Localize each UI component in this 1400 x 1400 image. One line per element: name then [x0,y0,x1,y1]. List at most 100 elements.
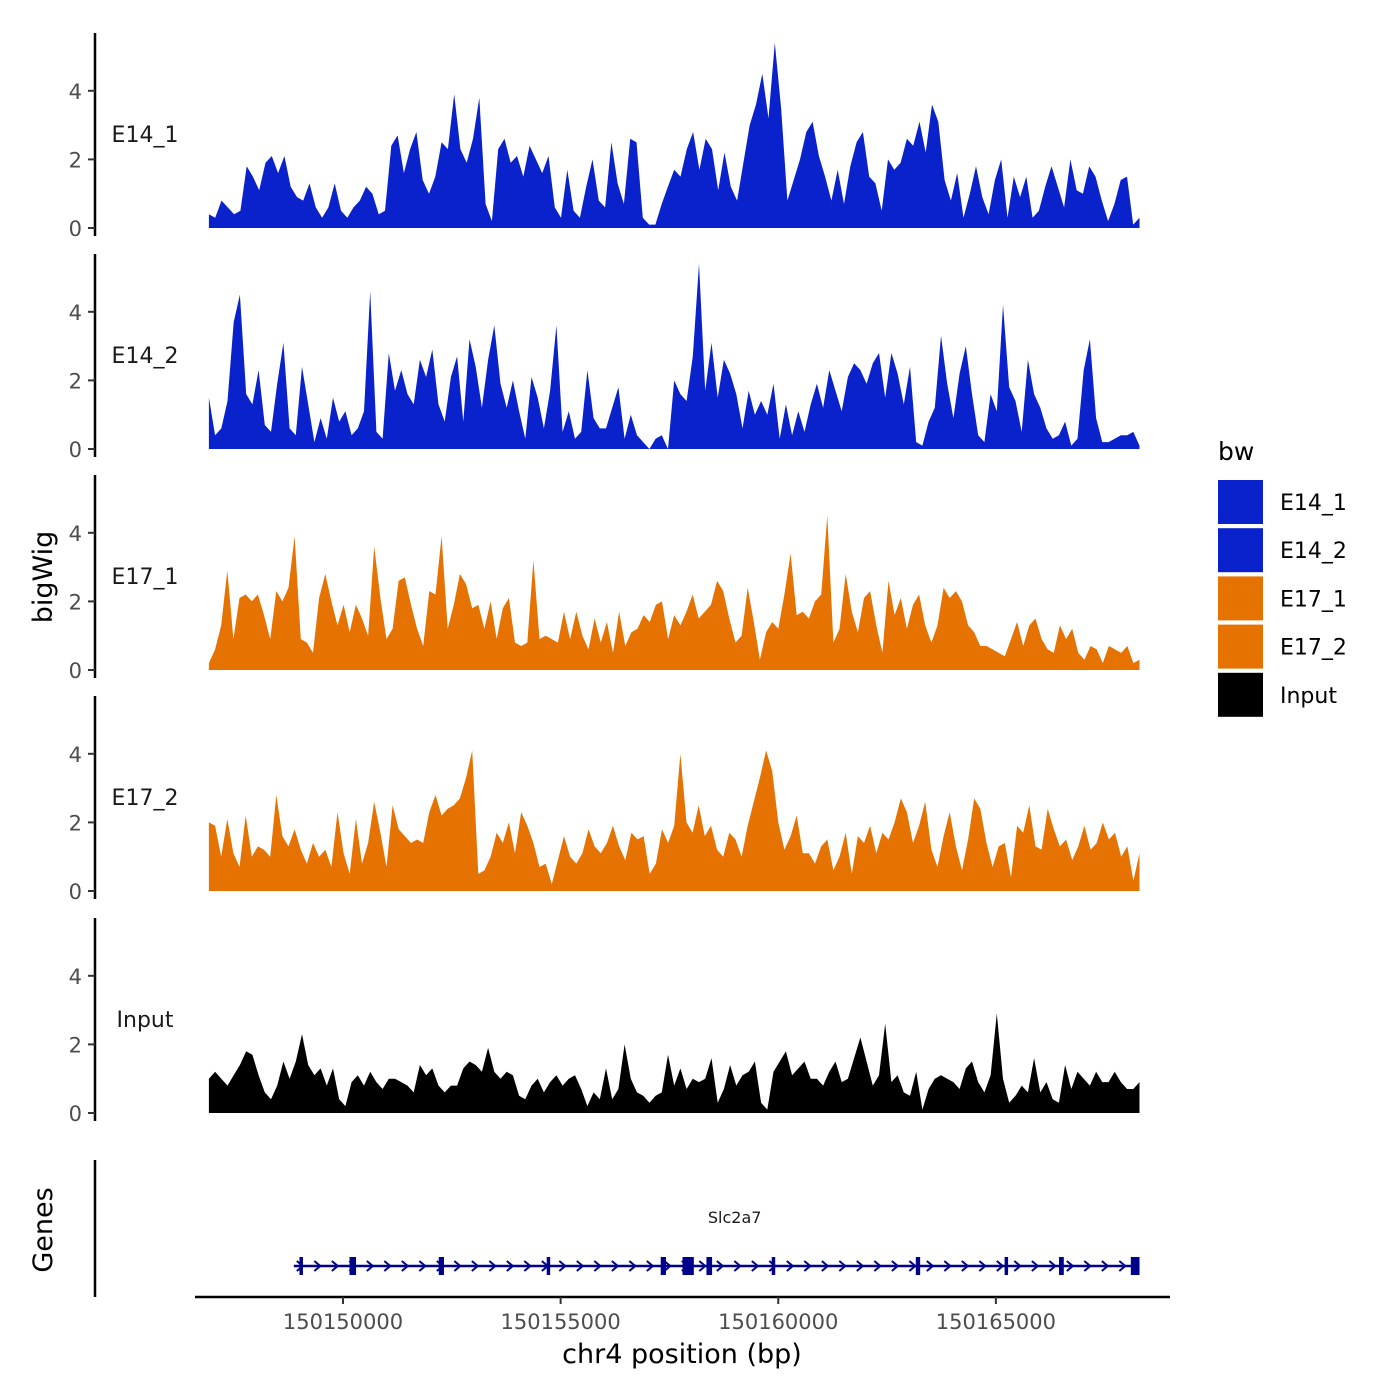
strand-arrow [996,1260,1005,1272]
track-label: E17_2 [112,786,179,811]
strand-arrow [1066,1260,1075,1272]
strand-arrow [418,1260,427,1272]
strand-arrow [1031,1260,1040,1272]
strand-arrow [558,1260,567,1272]
legend-item-E14_2: E14_2 [1218,528,1347,573]
exon [438,1257,444,1275]
signal-area-E17_1 [208,515,1140,670]
legend-label: E14_1 [1280,491,1347,516]
strand-arrow [786,1260,795,1272]
gene-Slc2a7: Slc2a7 [293,1208,1140,1275]
legend-label: Input [1280,684,1337,709]
strand-arrow [488,1260,497,1272]
tracks-layer: 0 2 4 E14_1 0 2 4 E14_2 0 2 4 E17_1 0 2 4 E17_2 0 2 4 Input [69,33,1140,1126]
strand-arrow [961,1260,970,1272]
legend: bw E14_1 E14_2 E17_1 E17_2 Input [1218,437,1347,717]
y-tick-label: 2 [69,1033,82,1057]
signal-area-E17_2 [208,750,1140,891]
strand-arrow [593,1260,602,1272]
genes-panel: Genes Slc2a7 [28,1160,1140,1297]
track-panel-Input: 0 2 4 Input [69,918,1140,1126]
strand-arrow [663,1260,672,1272]
signal-area-E14_2 [208,263,1140,449]
strand-arrow [856,1260,865,1272]
exon [771,1257,776,1275]
legend-item-E17_2: E17_2 [1218,624,1347,669]
strand-arrow [751,1260,760,1272]
y-tick-label: 4 [69,522,82,546]
x-axis: 150150000 150155000 150160000 150165000 [195,1295,1170,1334]
track-panel-E17_1: 0 2 4 E17_1 [69,475,1140,683]
strand-arrow [383,1260,392,1272]
y-tick-label: 2 [69,811,82,835]
strand-arrow [523,1260,532,1272]
exon [915,1257,921,1275]
legend-swatch [1218,624,1263,669]
legend-label: E14_2 [1280,539,1347,564]
strand-arrow [821,1260,830,1272]
strand-arrow [803,1260,812,1272]
legend-label: E17_2 [1280,636,1347,661]
gene-name: Slc2a7 [708,1208,762,1227]
strand-arrow [733,1260,742,1272]
y-tick-label: 4 [69,301,82,325]
track-label: Input [117,1008,174,1033]
strand-arrow [628,1260,637,1272]
strand-arrow [768,1260,777,1272]
strand-arrow [611,1260,620,1272]
y-tick-label: 2 [69,148,82,172]
y-axis-title: bigWig [28,531,59,624]
x-tick-label: 150160000 [718,1310,838,1334]
strand-arrow [313,1260,322,1272]
x-tick-label: 150155000 [501,1310,621,1334]
strand-arrow [873,1260,882,1272]
exon [546,1257,551,1275]
strand-arrow [366,1260,375,1272]
legend-title: bw [1218,437,1254,466]
y-tick-label: 0 [69,1102,82,1126]
exon [682,1257,694,1275]
strand-arrow [1083,1260,1092,1272]
strand-arrow [453,1260,462,1272]
x-tick-label: 150150000 [283,1310,403,1334]
track-label: E14_2 [112,344,179,369]
y-tick-label: 0 [69,438,82,462]
legend-swatch [1218,528,1263,573]
exon [349,1257,357,1275]
strand-arrow [978,1260,987,1272]
y-tick-label: 2 [69,369,82,393]
strand-arrow [908,1260,917,1272]
legend-item-E14_1: E14_1 [1218,480,1347,524]
track-label: E17_1 [112,565,179,590]
strand-arrow [926,1260,935,1272]
exon [1130,1257,1140,1275]
x-axis-title: chr4 position (bp) [562,1339,802,1370]
signal-area-E14_1 [208,42,1140,228]
strand-arrow [716,1260,725,1272]
x-tick-label: 150165000 [936,1310,1056,1334]
y-tick-label: 4 [69,743,82,767]
legend-item-Input: Input [1218,672,1337,717]
legend-swatch [1218,576,1263,621]
strand-arrow [698,1260,707,1272]
strand-arrow [506,1260,515,1272]
strand-arrow [891,1260,900,1272]
signal-area-Input [208,1013,1140,1113]
strand-arrow [1101,1260,1110,1272]
strand-arrow [838,1260,847,1272]
legend-swatch [1218,480,1263,524]
track-panel-E14_2: 0 2 4 E14_2 [69,254,1140,462]
track-panel-E14_1: 0 2 4 E14_1 [69,33,1140,241]
track-panel-E17_2: 0 2 4 E17_2 [69,696,1140,904]
strand-arrow [471,1260,480,1272]
track-label: E14_1 [112,123,179,148]
legend-item-E17_1: E17_1 [1218,576,1347,621]
exon [1004,1257,1009,1275]
y-tick-label: 4 [69,965,82,989]
y-tick-label: 0 [69,880,82,904]
strand-arrow [1118,1260,1127,1272]
y-tick-label: 0 [69,217,82,241]
strand-arrow [576,1260,585,1272]
y-tick-label: 0 [69,659,82,683]
exon [660,1257,666,1275]
